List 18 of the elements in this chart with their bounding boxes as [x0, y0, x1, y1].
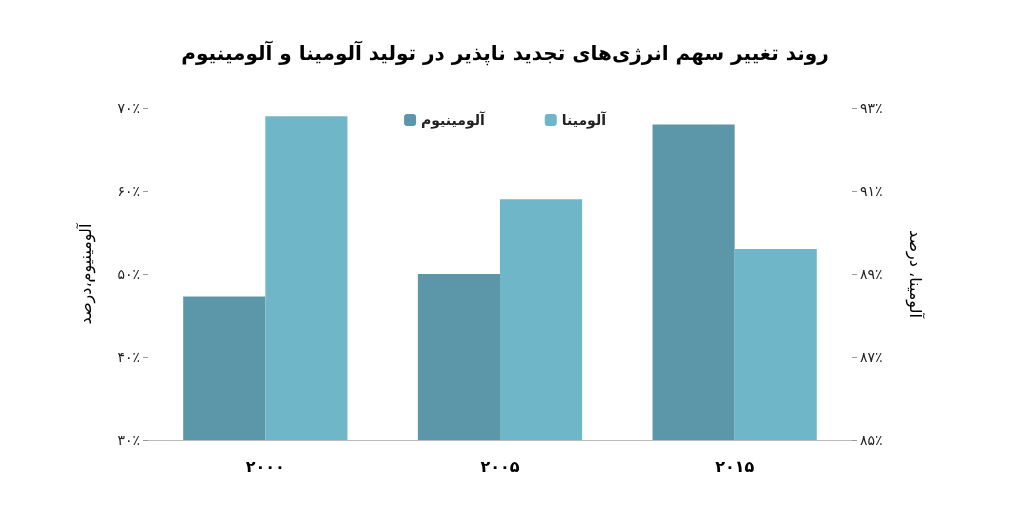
x-tick-label: ۲۰۰۰ — [245, 456, 285, 476]
y2-axis-title: آلومینا، درصد — [904, 230, 925, 320]
y-tick-label: ۶۰٪ — [117, 183, 140, 199]
x-tick-label: ۲۰۱۵ — [715, 456, 755, 476]
y2-tick-label: ۸۹٪ — [860, 266, 883, 282]
y2-tick-label: ۹۳٪ — [860, 100, 883, 116]
chart-title: روند تغییر سهم انرژی‌های تجدید ناپذیر در تولید آلومینا و آلومینیوم — [181, 40, 829, 66]
legend-label: آلومینا — [561, 111, 608, 129]
y-tick-label: ۵۰٪ — [117, 266, 140, 282]
y2-tick-label: ۹۱٪ — [860, 183, 883, 199]
y2-tick-label: ۸۷٪ — [860, 349, 883, 365]
x-tick-label: ۲۰۰۵ — [480, 456, 520, 476]
legend-label: آلومینیوم — [421, 111, 486, 129]
y-tick-label: ۴۰٪ — [117, 349, 140, 365]
y2-tick-label: ۸۵٪ — [860, 432, 883, 448]
y-axis-title: آلومینیوم،درصد — [75, 222, 96, 325]
y-tick-label: ۷۰٪ — [117, 100, 140, 116]
y-tick-label: ۳۰٪ — [117, 432, 140, 448]
